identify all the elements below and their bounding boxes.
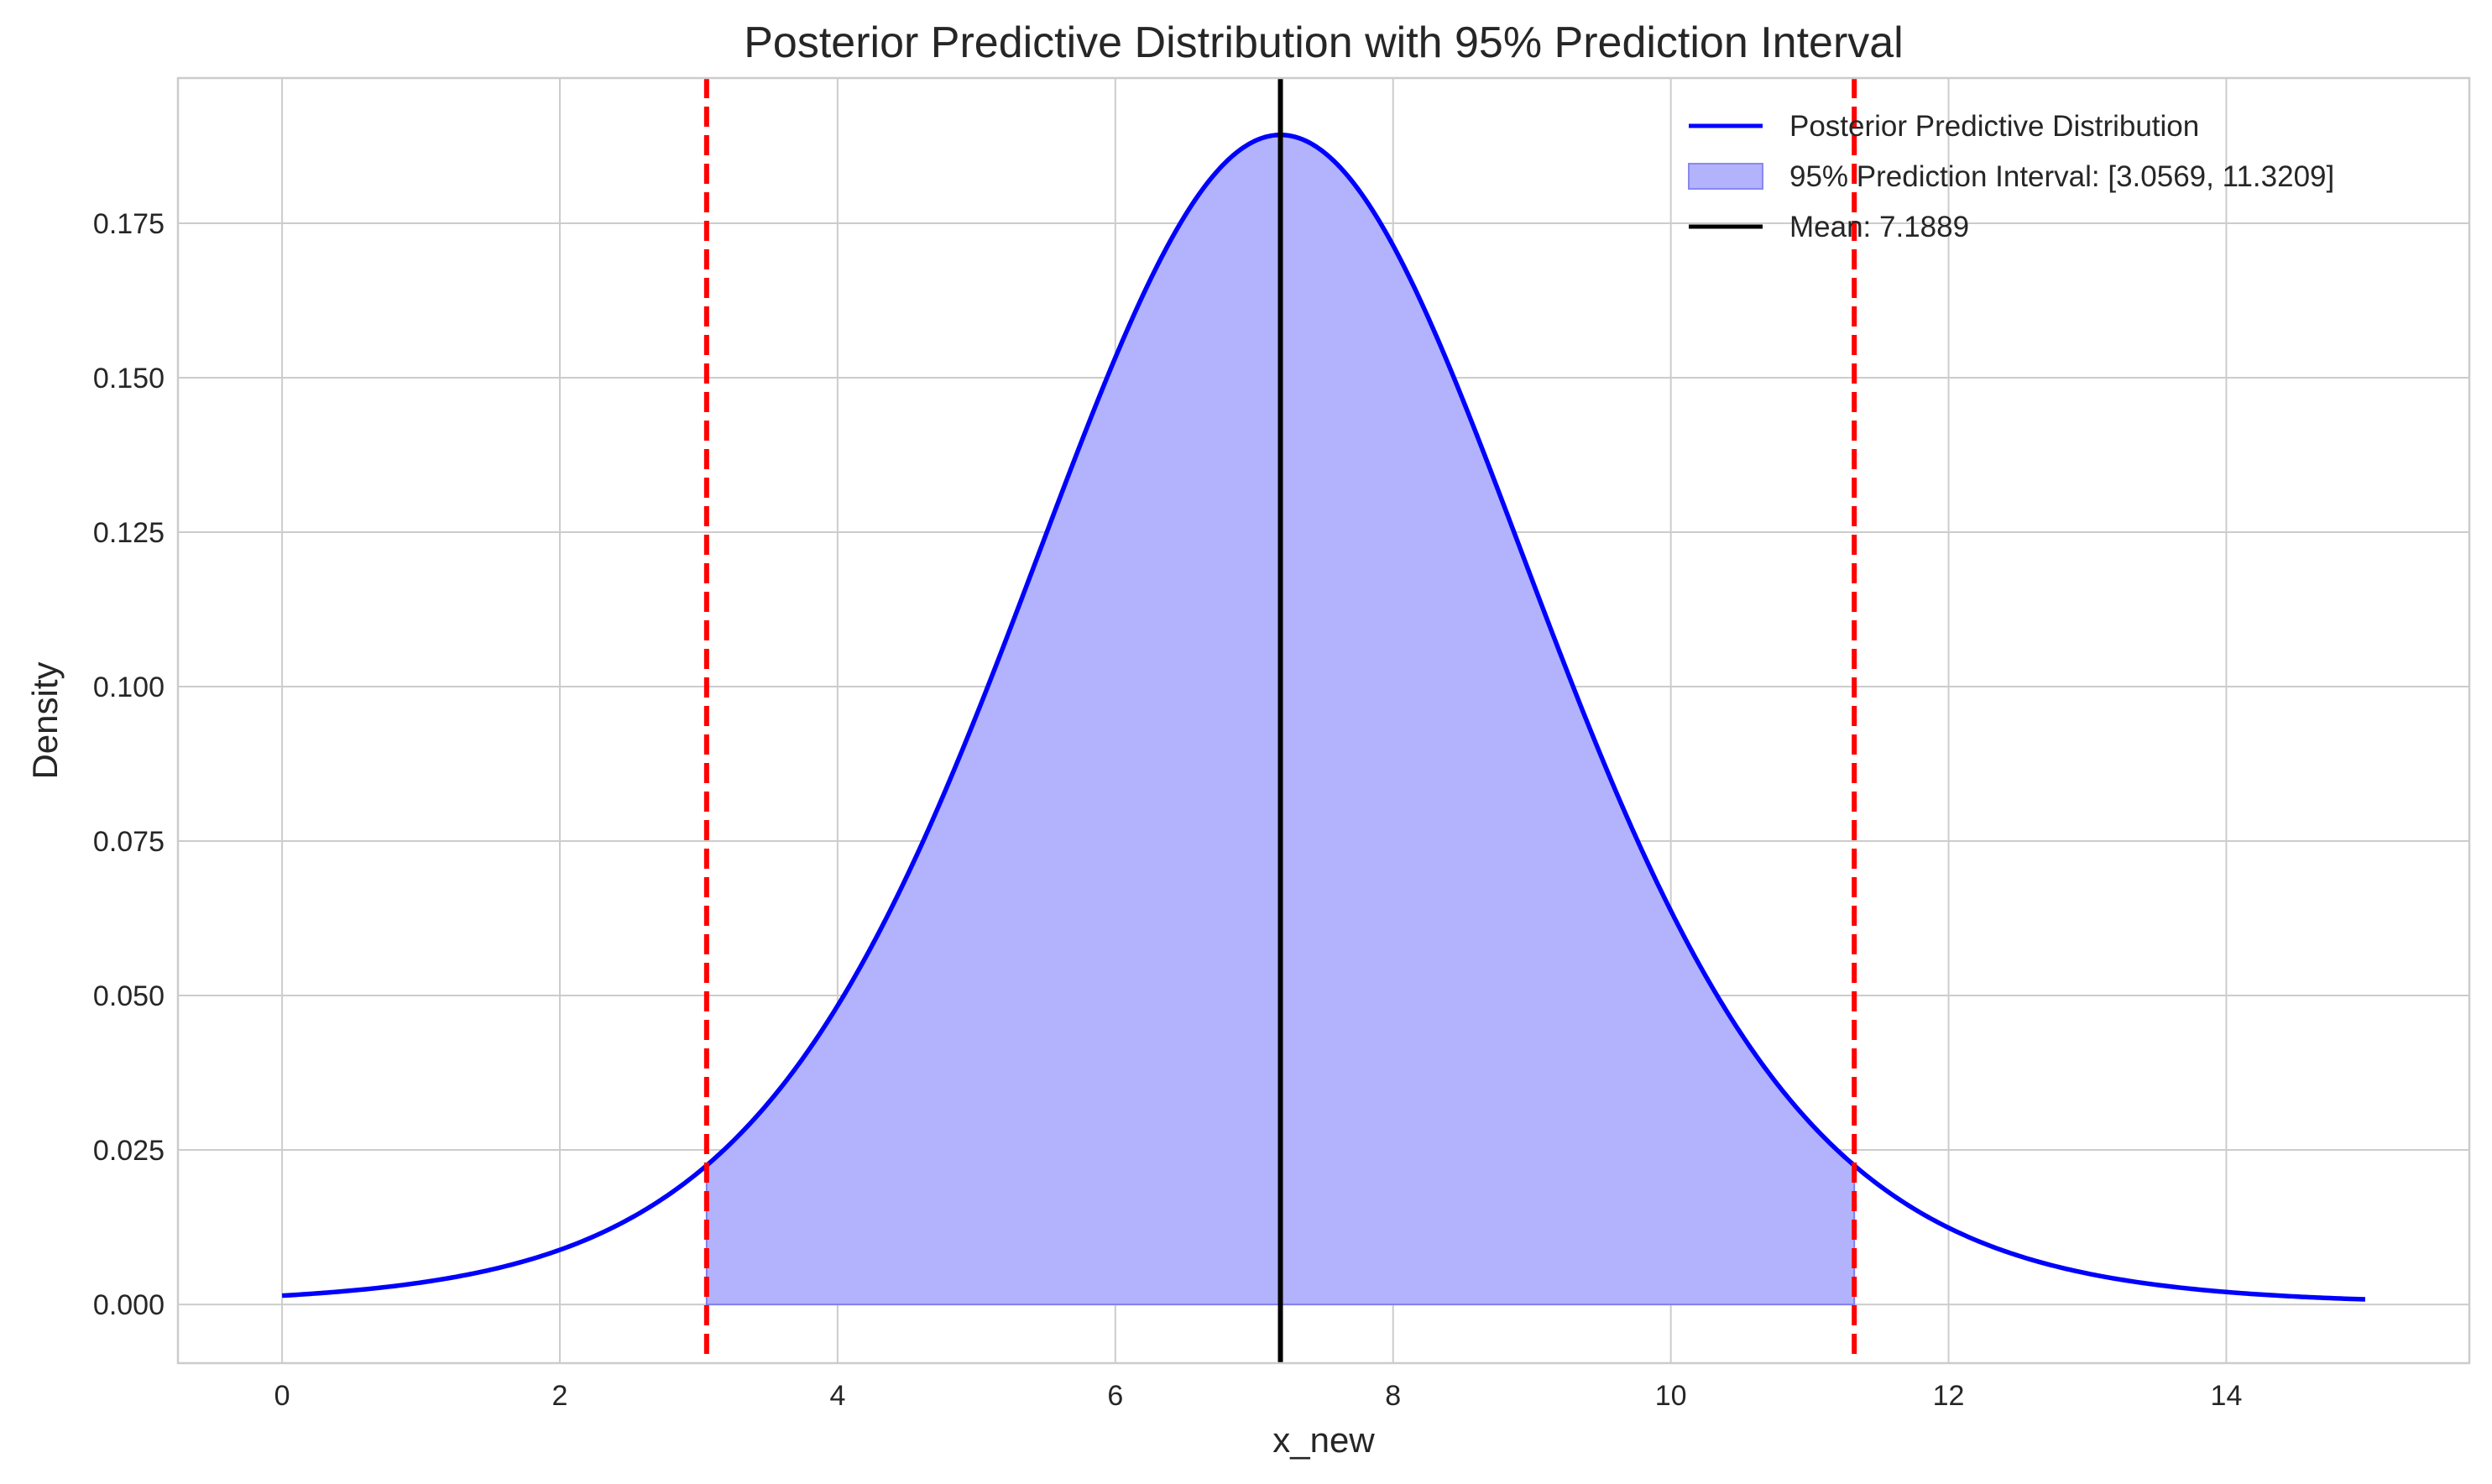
- y-tick-label: 0.125: [93, 517, 165, 549]
- x-tick-label: 8: [1385, 1380, 1401, 1412]
- reference-lines: [703, 78, 1857, 1363]
- legend-density-label: Posterior Predictive Distribution: [1789, 110, 2199, 143]
- y-tick-label: 0.025: [93, 1135, 165, 1167]
- x-tick-label: 14: [2211, 1380, 2243, 1412]
- y-tick-label: 0.100: [93, 671, 165, 703]
- x-tick-label: 12: [1933, 1380, 1965, 1412]
- legend: Posterior Predictive Distribution 95% Pr…: [1688, 110, 2334, 243]
- x-tick-label: 4: [829, 1380, 845, 1412]
- x-axis-label: x_new: [1272, 1420, 1375, 1460]
- y-tick-label: 0.075: [93, 826, 165, 858]
- y-tick-label: 0.050: [93, 980, 165, 1012]
- x-tick-label: 6: [1107, 1380, 1123, 1412]
- y-tick-label: 0.175: [93, 208, 165, 240]
- tick-labels: 0 2 4 6 8 10 12 14 0.000 0.025 0.050 0.075 0.100 0.12…: [93, 208, 2242, 1412]
- x-tick-label: 2: [552, 1380, 568, 1412]
- posterior-predictive-curve: [281, 132, 2365, 1302]
- x-tick-label: 10: [1655, 1380, 1687, 1412]
- density-curve-layer: [281, 132, 2365, 1302]
- y-axis-label: Density: [25, 661, 65, 779]
- x-tick-label: 0: [274, 1380, 290, 1412]
- legend-interval-label: 95% Prediction Interval: [3.0569, 11.320…: [1789, 160, 2334, 193]
- y-tick-label: 0.000: [93, 1289, 165, 1321]
- plot-frame: [176, 76, 2471, 1365]
- chart-title: Posterior Predictive Distribution with 9…: [744, 18, 1903, 67]
- legend-interval-swatch: [1688, 163, 1763, 190]
- y-tick-label: 0.150: [93, 363, 165, 395]
- legend-mean-label: Mean: 7.1889: [1789, 211, 1969, 243]
